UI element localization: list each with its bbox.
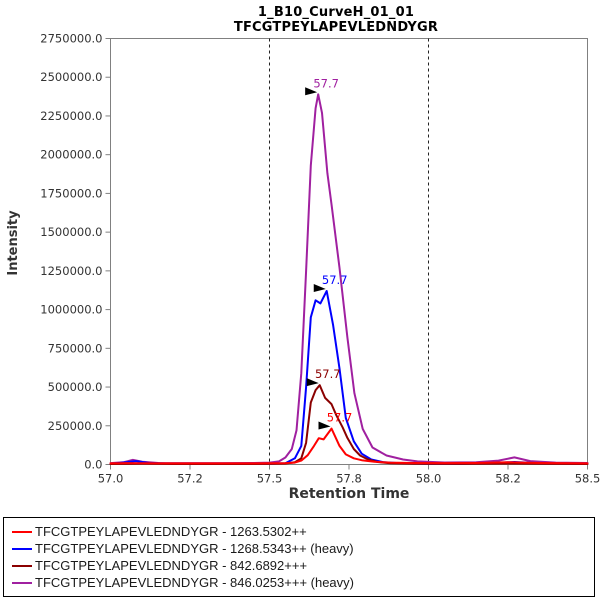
chart-title-peptide: TFCGTPEYLAPEVLEDNDYGR — [233, 20, 439, 35]
y-tick-label: 1750000.0 — [40, 186, 102, 200]
y-tick-label: 1250000.0 — [40, 264, 102, 278]
peak-apex-arrow-icon — [306, 378, 319, 387]
peak-apex-arrow-icon — [318, 421, 331, 430]
y-tick-label: 250000.0 — [48, 419, 103, 433]
peak-apex-arrow-icon — [305, 87, 318, 96]
y-tick-label: 2000000.0 — [40, 148, 102, 162]
chart-title: 1_B10_CurveH_01_01 TFCGTPEYLAPEVLEDNDYGR — [72, 5, 600, 35]
chromatogram-trace — [109, 427, 589, 465]
legend-line-swatch-red — [12, 530, 32, 533]
x-tick-label: 58.2 — [495, 472, 521, 486]
x-tick-label: 58.0 — [416, 472, 442, 486]
x-axis-label: Retention Time — [288, 486, 410, 502]
chromatogram-plot-area[interactable]: 57.0 57.2 57.5 57.8 58.0 58.2 58.5 0.0 250000.0 5… — [0, 0, 600, 512]
legend-item: TFCGTPEYLAPEVLEDNDYGR - 1263.5302++ — [4, 523, 594, 540]
x-tick-label: 57.2 — [177, 472, 203, 486]
peak-apex-label: 57.7 — [315, 367, 341, 381]
y-tick-label: 2500000.0 — [40, 70, 102, 84]
x-tick-label: 57.5 — [257, 472, 283, 486]
legend-label: TFCGTPEYLAPEVLEDNDYGR - 1268.5343++ (hea… — [35, 541, 354, 556]
peak-apex-label: 57.7 — [322, 273, 348, 287]
peak-apex-arrow-icon — [313, 284, 326, 293]
plot-frame — [110, 38, 588, 465]
peak-apex-label: 57.7 — [313, 76, 339, 90]
legend-label: TFCGTPEYLAPEVLEDNDYGR - 842.6892+++ — [35, 558, 308, 573]
peak-apex-label: 57.7 — [327, 411, 353, 425]
legend-item: TFCGTPEYLAPEVLEDNDYGR - 846.0253+++ (hea… — [4, 574, 594, 591]
legend-label: TFCGTPEYLAPEVLEDNDYGR - 1263.5302++ — [35, 524, 307, 539]
legend-line-swatch-blue — [12, 547, 32, 550]
y-tick-label: 500000.0 — [48, 380, 103, 394]
legend-line-swatch-darkred — [12, 564, 32, 567]
x-tick-label: 57.0 — [98, 472, 124, 486]
y-tick-label: 2750000.0 — [40, 32, 102, 46]
x-tick-label: 58.5 — [575, 472, 600, 486]
y-tick-label: 1000000.0 — [40, 303, 102, 317]
legend-item: TFCGTPEYLAPEVLEDNDYGR - 1268.5343++ (hea… — [4, 540, 594, 557]
legend-label: TFCGTPEYLAPEVLEDNDYGR - 846.0253+++ (hea… — [35, 575, 354, 590]
x-tick-label: 57.8 — [336, 472, 362, 486]
legend-item: TFCGTPEYLAPEVLEDNDYGR - 842.6892+++ — [4, 557, 594, 574]
legend-line-swatch-purple — [12, 581, 32, 584]
y-tick-label: 0.0 — [84, 458, 102, 472]
legend-box: TFCGTPEYLAPEVLEDNDYGR - 1263.5302++ TFCG… — [3, 517, 595, 597]
y-tick-label: 1500000.0 — [40, 225, 102, 239]
y-tick-label: 750000.0 — [48, 341, 103, 355]
chart-title-replicate: 1_B10_CurveH_01_01 — [257, 5, 415, 20]
y-tick-label: 2250000.0 — [40, 109, 102, 123]
